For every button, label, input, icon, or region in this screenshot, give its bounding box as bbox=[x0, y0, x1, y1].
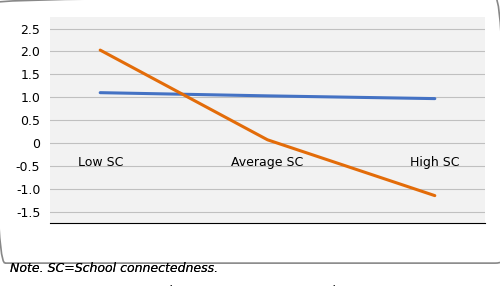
Text: Note. SC=School connectedness.: Note. SC=School connectedness. bbox=[10, 262, 218, 275]
Legend: Maltreatment Yes, Maltreatment No: Maltreatment Yes, Maltreatment No bbox=[111, 280, 424, 286]
Text: Low SC: Low SC bbox=[78, 156, 123, 169]
Text: Average SC: Average SC bbox=[232, 156, 304, 169]
Text: High SC: High SC bbox=[410, 156, 460, 169]
Text: Note. SC=School connectedness.: Note. SC=School connectedness. bbox=[10, 262, 218, 275]
